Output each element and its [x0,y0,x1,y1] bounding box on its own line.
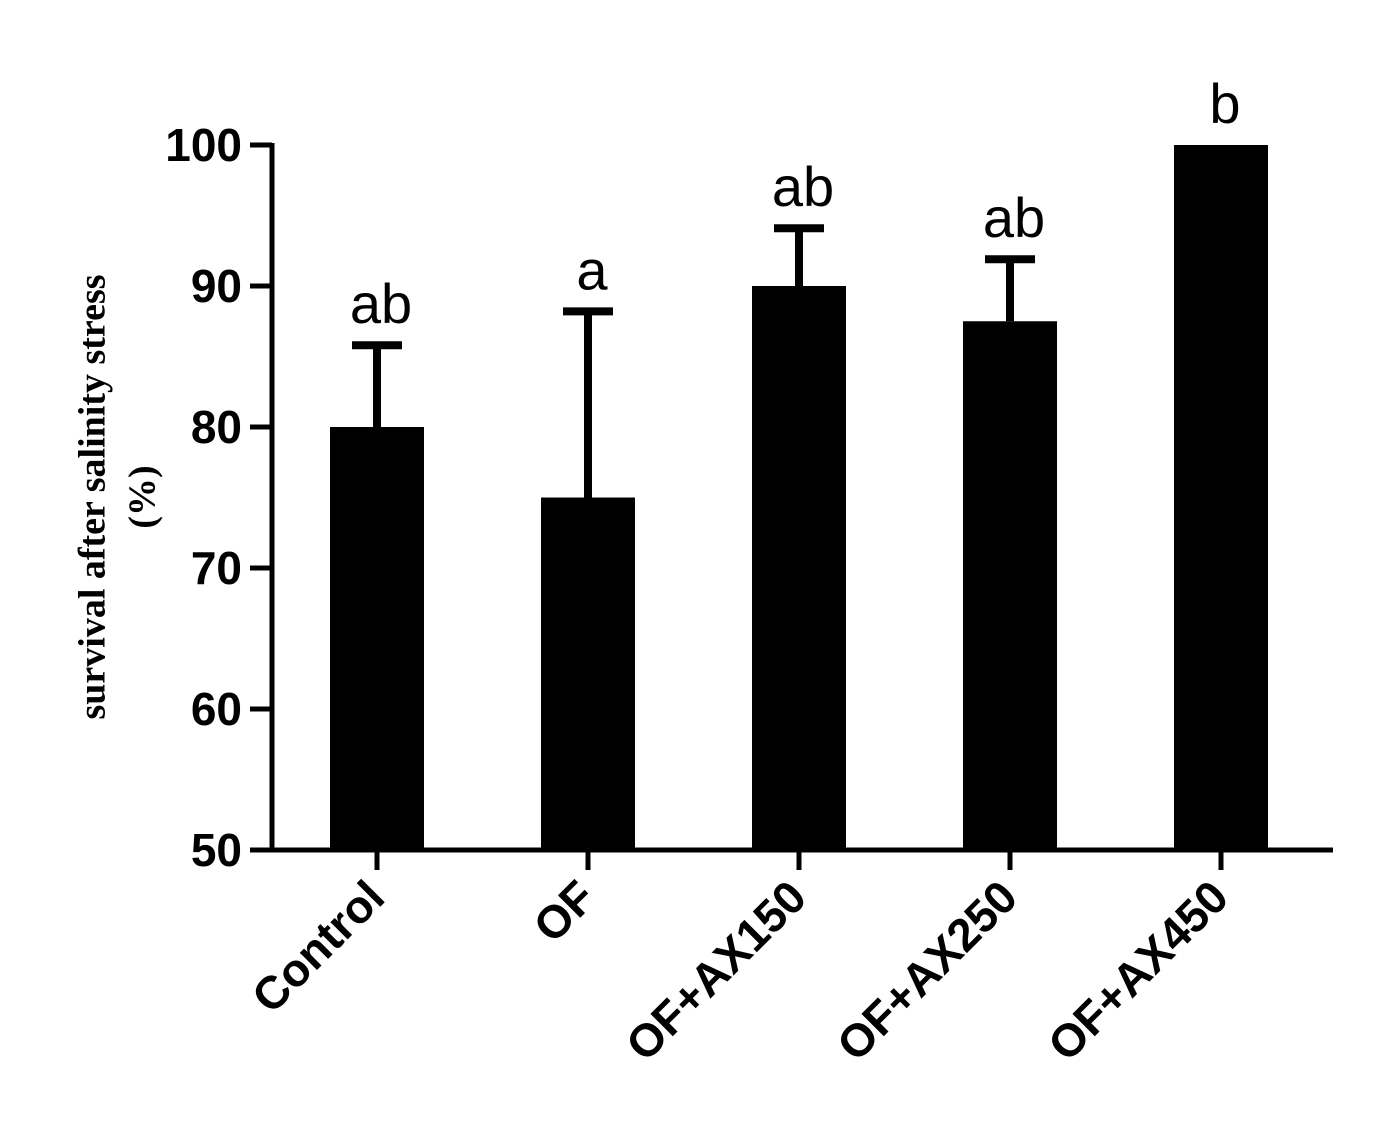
significance-letter: ab [772,155,834,218]
y-tick-label: 50 [191,824,242,876]
x-tick-label: OF [523,870,605,952]
x-tick-label: OF+AX150 [616,870,816,1070]
x-tick-label: OF+AX250 [827,870,1027,1070]
x-tick-label: Control [242,870,394,1022]
y-axis-title: (%) [122,465,164,528]
error-bars-layer [352,224,1035,498]
bar-of-ax250 [963,321,1057,850]
bar-of [541,497,635,850]
bars-layer [330,145,1268,850]
significance-letter: b [1209,72,1240,135]
axes-layer [250,142,1333,870]
x-tick-label: OF+AX450 [1038,870,1238,1070]
bar-of-ax150 [752,286,846,850]
significance-letter: ab [983,186,1045,249]
significance-letter: a [576,238,608,301]
y-tick-label: 80 [191,401,242,453]
y-tick-label: 90 [191,260,242,312]
y-tick-label: 70 [191,542,242,594]
significance-letter: ab [350,272,412,335]
y-axis-title: survival after salinity stress [72,274,114,719]
y-tick-label: 100 [165,119,242,171]
y-tick-label: 60 [191,683,242,735]
bar-control [330,427,424,850]
bar-of-ax450 [1174,145,1268,850]
